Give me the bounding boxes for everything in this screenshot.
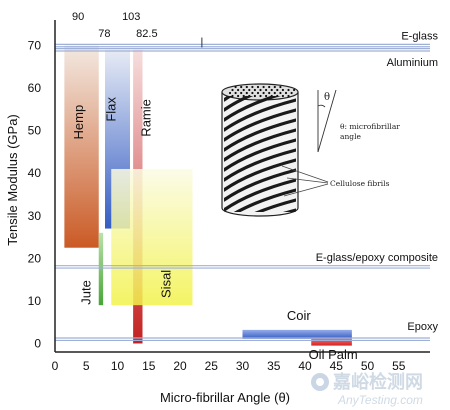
y-tick-label: 20 (28, 251, 42, 265)
y-tick-label: 40 (28, 166, 42, 180)
peak-value-label: 78 (98, 28, 110, 40)
band-oil-palm (311, 338, 352, 346)
ref-line-epoxy: Epoxy (55, 321, 438, 342)
band-label-coir: Coir (287, 308, 312, 323)
inset-theta: θ (324, 92, 330, 103)
x-axis-title: Micro-fibrillar Angle (θ) (160, 390, 290, 405)
ref-line-e-glass-epoxy-composite: E-glass/epoxy composite (55, 252, 438, 269)
x-tick-label: 10 (111, 359, 125, 373)
y-tick-label: 10 (28, 294, 42, 308)
band-label-jute: Jute (79, 280, 94, 305)
fibre-cylinder-icon (221, 83, 299, 217)
x-tick-label: 40 (298, 359, 312, 373)
x-tick-label: 25 (205, 359, 219, 373)
band-label-oil-palm: Oil Palm (309, 347, 358, 362)
band-coir (242, 329, 352, 339)
x-tick-label: 45 (330, 359, 344, 373)
x-tick-label: 0 (52, 359, 59, 373)
y-tick-label: 50 (28, 124, 42, 138)
svg-text:嘉峪检测网: 嘉峪检测网 (332, 371, 423, 392)
y-tick-label: 60 (28, 81, 42, 95)
x-tick-label: 5 (83, 359, 90, 373)
x-tick-label: 30 (236, 359, 250, 373)
x-tick-label: 55 (392, 359, 406, 373)
y-tick-label: 0 (34, 336, 41, 350)
band-label-hemp: Hemp (71, 105, 86, 140)
ref-line-aluminium: Aluminium (55, 47, 438, 69)
band-hemp (64, 45, 99, 248)
reference-lines: E-glass Aluminium E-glass/epoxy composite E… (55, 31, 438, 342)
fibre-bands (64, 45, 352, 346)
band-sisal (111, 168, 193, 306)
x-tick-label: 20 (173, 359, 187, 373)
ref-label: E-glass (401, 31, 438, 43)
ref-line-e-glass: E-glass (55, 31, 438, 48)
ref-label: Aluminium (387, 57, 438, 69)
x-tick-label: 15 (142, 359, 156, 373)
band-label-ramie: Ramie (139, 99, 154, 137)
ref-label: E-glass/epoxy composite (316, 252, 438, 264)
angle-diagram-icon (317, 89, 337, 153)
band-label-sisal: Sisal (159, 270, 174, 298)
y-axis-title: Tensile Modulus (GPa) (5, 114, 20, 246)
inset-angle-label: θ: microfibrillar angle (340, 122, 400, 141)
ref-label: Epoxy (407, 321, 438, 333)
watermark: 嘉峪检测网 AnyTesting.com (311, 371, 423, 407)
peak-value-label: 82.5 (136, 28, 157, 40)
x-tick-label: 35 (267, 359, 281, 373)
svg-text:AnyTesting.com: AnyTesting.com (337, 393, 423, 407)
y-tick-label: 70 (28, 39, 42, 53)
inset-fibrils-label: Cellulose fibrils (330, 179, 390, 188)
microfibril-inset: θ θ: microfibrillar angle Cellulose fibri… (221, 83, 400, 217)
peak-value-label: 103 (122, 11, 140, 23)
peak-value-label: 90 (72, 11, 84, 23)
band-jute (98, 232, 104, 306)
watermark-logo-icon (311, 373, 329, 391)
axes: 0 5 10 15 20 25 30 35 40 45 50 55 0 10 20 30 40 50 60 70 (28, 20, 430, 373)
x-tick-label: 50 (361, 359, 375, 373)
y-tick-label: 30 (28, 209, 42, 223)
band-label-flax: Flax (104, 97, 119, 122)
band-labels: Hemp Jute Flax Ramie Sisal Coir Oil Palm 90 103 8… (71, 11, 358, 362)
